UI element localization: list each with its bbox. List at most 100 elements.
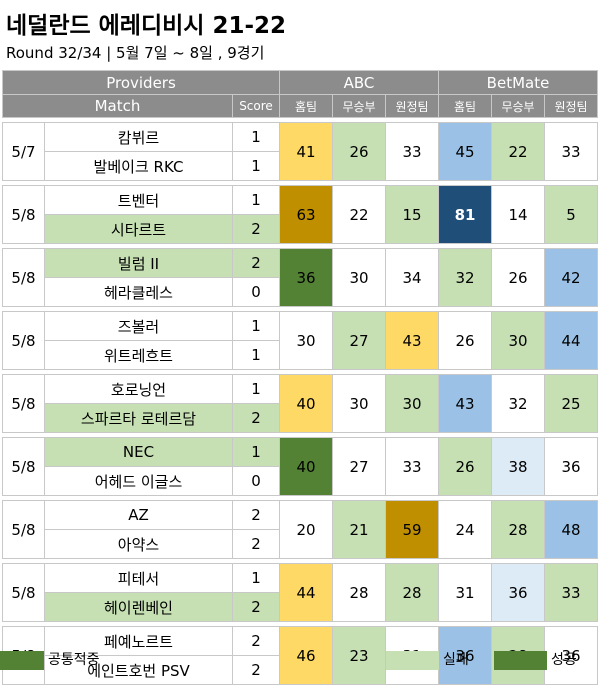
match-row-home: 5/8 트벤터 1 63 22 15 81 14 5 [2, 185, 598, 244]
abc-home-pct: 41 [279, 122, 333, 181]
match-date: 5/8 [2, 437, 45, 496]
away-score: 2 [232, 592, 280, 622]
legend-common-swatch [0, 651, 44, 670]
abc-home-pct: 36 [279, 248, 333, 307]
match-row-home: 5/8 NEC 1 40 27 33 26 38 36 [2, 437, 598, 496]
match-header: Match [2, 94, 233, 118]
abc-draw-pct: 21 [332, 500, 386, 559]
betmate-home-header: 홈팀 [438, 94, 492, 118]
away-score: 2 [232, 529, 280, 559]
match-date: 5/8 [2, 185, 45, 244]
away-score: 0 [232, 466, 280, 496]
betmate-draw-pct: 38 [491, 437, 545, 496]
legend-common-label: 공통적중 [48, 652, 100, 668]
abc-home-pct: 40 [279, 374, 333, 433]
betmate-home-pct: 24 [438, 500, 492, 559]
match-row-away: 위트레흐트 1 [3, 340, 598, 370]
abc-draw-header: 무승부 [332, 94, 386, 118]
abc-away-pct: 15 [385, 185, 439, 244]
home-team-name: 트벤터 [44, 185, 233, 215]
abc-away-pct: 59 [385, 500, 439, 559]
match-row-away: 헤라클레스 0 [3, 277, 598, 307]
match-row-home: 5/8 호로닝언 1 40 30 30 43 32 25 [2, 374, 598, 433]
betmate-home-pct: 26 [438, 437, 492, 496]
abc-away-header: 원정팀 [385, 94, 439, 118]
home-score: 2 [232, 248, 280, 278]
home-score: 1 [232, 185, 280, 215]
match-row-away: 헤이렌베인 2 [3, 592, 598, 622]
match-row-away: 아약스 2 [3, 529, 598, 559]
away-team-name: 헤라클레스 [44, 277, 233, 307]
home-score: 1 [232, 311, 280, 341]
betmate-home-pct: 31 [438, 563, 492, 622]
betmate-away-pct: 33 [544, 563, 598, 622]
match-row-away: 시타르트 2 [3, 214, 598, 244]
match-row-away: 스파르타 로테르담 2 [3, 403, 598, 433]
match-date: 5/8 [2, 374, 45, 433]
betmate-away-pct: 48 [544, 500, 598, 559]
page-title: 네덜란드 에레디비시 21-22 [6, 13, 287, 39]
betmate-home-pct: 45 [438, 122, 492, 181]
abc-draw-pct: 27 [332, 311, 386, 370]
home-team-name: AZ [44, 500, 233, 530]
home-score: 1 [232, 374, 280, 404]
away-score: 1 [232, 151, 280, 181]
betmate-header: BetMate [438, 70, 598, 95]
abc-home-pct: 44 [279, 563, 333, 622]
betmate-draw-pct: 28 [491, 500, 545, 559]
away-score: 1 [232, 340, 280, 370]
abc-home-pct: 63 [279, 185, 333, 244]
home-score: 1 [232, 437, 280, 467]
betmate-away-pct: 5 [544, 185, 598, 244]
betmate-away-pct: 44 [544, 311, 598, 370]
home-team-name: 피테서 [44, 563, 233, 593]
abc-home-header: 홈팀 [279, 94, 333, 118]
betmate-away-pct: 33 [544, 122, 598, 181]
score-header: Score [232, 94, 280, 118]
abc-draw-pct: 30 [332, 248, 386, 307]
betmate-draw-pct: 26 [491, 248, 545, 307]
match-row-home: 5/8 피테서 1 44 28 28 31 36 33 [2, 563, 598, 622]
away-team-name: 아약스 [44, 529, 233, 559]
away-score: 0 [232, 277, 280, 307]
header-row-columns: Match Score 홈팀 무승부 원정팀 홈팀 무승부 원정팀 [2, 94, 598, 118]
away-team-name: 어헤드 이글스 [44, 466, 233, 496]
legend: 공통적중 실패 성공 [0, 650, 604, 671]
betmate-draw-pct: 14 [491, 185, 545, 244]
away-score: 2 [232, 214, 280, 244]
betmate-away-header: 원정팀 [544, 94, 598, 118]
match-date: 5/8 [2, 563, 45, 622]
match-row-home: 5/8 즈볼러 1 30 27 43 26 30 44 [2, 311, 598, 370]
home-team-name: 빌럼 II [44, 248, 233, 278]
abc-away-pct: 33 [385, 122, 439, 181]
abc-home-pct: 30 [279, 311, 333, 370]
match-row-away: 어헤드 이글스 0 [3, 466, 598, 496]
round-subtitle: Round 32/34 | 5월 7일 ~ 8일 , 9경기 [6, 44, 265, 62]
away-team-name: 스파르타 로테르담 [44, 403, 233, 433]
abc-away-pct: 34 [385, 248, 439, 307]
abc-home-pct: 40 [279, 437, 333, 496]
abc-home-pct: 20 [279, 500, 333, 559]
abc-away-pct: 28 [385, 563, 439, 622]
away-team-name: 시타르트 [44, 214, 233, 244]
prediction-table: Providers ABC BetMate Match Score 홈팀 무승부… [2, 70, 598, 685]
betmate-away-pct: 42 [544, 248, 598, 307]
home-team-name: 즈볼러 [44, 311, 233, 341]
match-date: 5/7 [2, 122, 45, 181]
betmate-draw-pct: 32 [491, 374, 545, 433]
abc-away-pct: 33 [385, 437, 439, 496]
away-team-name: 헤이렌베인 [44, 592, 233, 622]
home-team-name: 호로닝언 [44, 374, 233, 404]
match-row-home: 5/8 AZ 2 20 21 59 24 28 48 [2, 500, 598, 559]
legend-fail-swatch [386, 651, 439, 670]
betmate-home-pct: 81 [438, 185, 492, 244]
match-date: 5/8 [2, 500, 45, 559]
home-score: 2 [232, 626, 280, 656]
betmate-home-pct: 26 [438, 311, 492, 370]
match-date: 5/8 [2, 248, 45, 307]
abc-away-pct: 30 [385, 374, 439, 433]
abc-draw-pct: 22 [332, 185, 386, 244]
betmate-draw-pct: 30 [491, 311, 545, 370]
betmate-away-pct: 25 [544, 374, 598, 433]
home-team-name: 페예노르트 [44, 626, 233, 656]
